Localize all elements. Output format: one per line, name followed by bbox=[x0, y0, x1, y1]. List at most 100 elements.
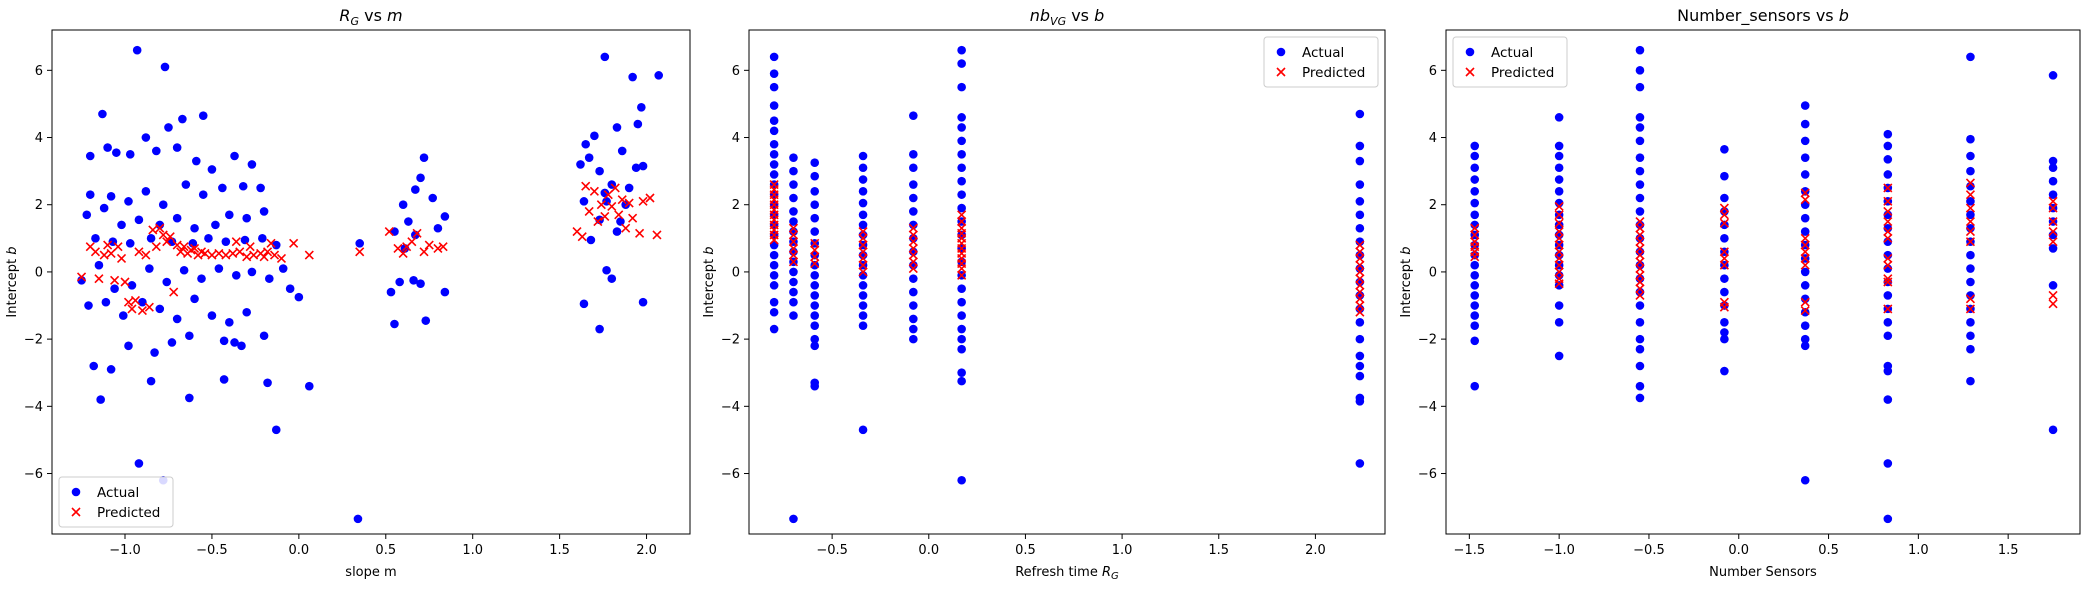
point-actual bbox=[957, 334, 966, 344]
point-actual bbox=[1355, 210, 1365, 220]
legend-label-predicted: Predicted bbox=[97, 505, 160, 521]
point-actual bbox=[957, 136, 966, 146]
point-actual bbox=[631, 163, 641, 173]
point-actual bbox=[1966, 250, 1975, 260]
point-predicted bbox=[249, 250, 259, 260]
point-actual bbox=[204, 234, 213, 243]
point-actual bbox=[1355, 351, 1365, 361]
point-actual bbox=[1635, 123, 1645, 132]
point-actual bbox=[1800, 341, 1810, 351]
axes-frame bbox=[1445, 29, 2081, 535]
point-actual bbox=[1966, 264, 1975, 273]
point-actual bbox=[1800, 136, 1810, 146]
point-predicted bbox=[1635, 263, 1645, 274]
point-predicted bbox=[438, 242, 448, 252]
point-actual bbox=[579, 299, 589, 309]
point-actual bbox=[1800, 475, 1810, 485]
point-actual bbox=[1800, 281, 1810, 290]
legend: Actual Predicted bbox=[1263, 36, 1379, 88]
point-predicted bbox=[419, 247, 429, 257]
x-tick-label: 2.0 bbox=[1305, 543, 1326, 558]
point-actual bbox=[909, 163, 918, 173]
point-actual bbox=[769, 250, 779, 260]
point-predicted bbox=[1883, 227, 1893, 237]
point-actual bbox=[1554, 186, 1564, 196]
point-actual bbox=[82, 210, 92, 220]
point-actual bbox=[957, 123, 966, 132]
point-predicted bbox=[1965, 178, 1976, 188]
point-actual bbox=[1554, 318, 1564, 327]
point-actual bbox=[433, 223, 443, 233]
x-tick-label: 0.5 bbox=[375, 543, 396, 558]
point-actual bbox=[404, 217, 413, 226]
point-actual bbox=[197, 274, 206, 283]
point-actual bbox=[1355, 318, 1365, 327]
point-actual bbox=[1883, 141, 1893, 151]
point-actual bbox=[1470, 321, 1480, 330]
point-actual bbox=[221, 237, 231, 246]
point-actual bbox=[1883, 291, 1893, 300]
point-actual bbox=[1635, 318, 1645, 327]
point-actual bbox=[1720, 274, 1729, 283]
point-predicted bbox=[123, 297, 134, 307]
x-axis-label: Number Sensors bbox=[1709, 565, 1817, 580]
legend-marker-predicted bbox=[1465, 67, 1475, 77]
point-actual bbox=[858, 321, 868, 330]
point-predicted bbox=[957, 210, 967, 220]
point-predicted bbox=[858, 247, 868, 257]
point-predicted bbox=[652, 230, 662, 240]
legend-box bbox=[58, 476, 174, 528]
point-predicted bbox=[120, 277, 130, 287]
point-predicted bbox=[858, 260, 868, 270]
point-predicted bbox=[596, 200, 606, 210]
point-predicted bbox=[1965, 304, 1976, 314]
point-actual bbox=[214, 264, 224, 273]
point-actual bbox=[957, 284, 966, 294]
series-predicted bbox=[76, 181, 662, 316]
point-predicted bbox=[788, 243, 799, 253]
point-actual bbox=[1883, 129, 1893, 139]
point-predicted bbox=[1470, 230, 1480, 240]
point-actual bbox=[106, 192, 116, 201]
point-predicted bbox=[1355, 294, 1365, 304]
point-actual bbox=[1635, 207, 1645, 216]
point-predicted bbox=[276, 253, 287, 264]
point-predicted bbox=[259, 252, 269, 262]
point-actual bbox=[172, 314, 182, 324]
point-predicted bbox=[1554, 210, 1564, 220]
point-predicted bbox=[412, 228, 422, 238]
point-predicted bbox=[1635, 270, 1645, 280]
point-actual bbox=[225, 318, 234, 327]
point-actual bbox=[230, 151, 239, 161]
point-actual bbox=[957, 475, 966, 485]
point-actual bbox=[1635, 344, 1645, 354]
point-predicted bbox=[614, 210, 624, 220]
point-actual bbox=[584, 153, 594, 162]
x-tick-label: −1.0 bbox=[109, 543, 141, 558]
point-actual bbox=[101, 297, 111, 307]
point-actual bbox=[769, 82, 779, 92]
point-actual bbox=[858, 281, 868, 290]
point-actual bbox=[211, 220, 220, 230]
point-actual bbox=[238, 181, 248, 191]
point-predicted bbox=[577, 232, 587, 242]
point-actual bbox=[957, 344, 966, 354]
x-tick-label: 0.0 bbox=[918, 543, 939, 558]
point-predicted bbox=[148, 225, 158, 235]
point-predicted bbox=[610, 183, 620, 193]
point-actual bbox=[440, 287, 450, 297]
point-predicted bbox=[957, 263, 967, 274]
point-actual bbox=[789, 153, 798, 162]
x-tick-label: 2.0 bbox=[636, 543, 657, 558]
point-actual bbox=[271, 425, 281, 435]
point-predicted bbox=[1635, 223, 1645, 233]
point-actual bbox=[769, 281, 779, 290]
point-actual bbox=[769, 139, 779, 149]
point-predicted bbox=[2048, 203, 2058, 213]
point-actual bbox=[398, 200, 408, 210]
point-actual bbox=[419, 153, 429, 162]
point-predicted bbox=[200, 248, 210, 259]
point-actual bbox=[1355, 223, 1365, 233]
point-predicted bbox=[1355, 247, 1365, 257]
